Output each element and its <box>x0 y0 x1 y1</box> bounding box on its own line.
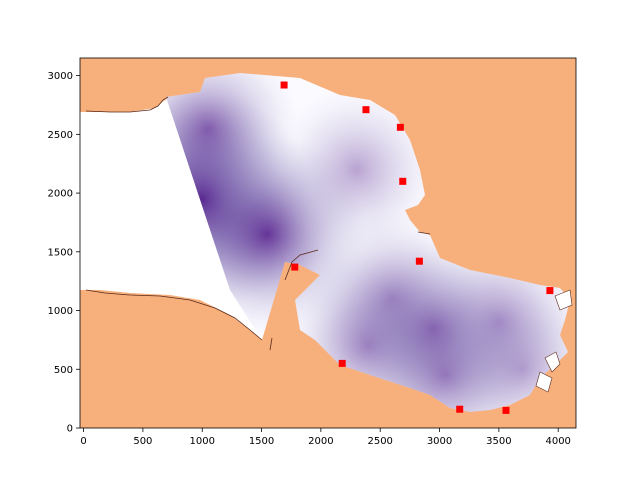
x-tick-label: 2500 <box>367 436 392 447</box>
white-water-region-upper <box>80 98 262 340</box>
plot-area <box>80 58 576 428</box>
y-tick-label: 1000 <box>48 306 73 317</box>
station-marker <box>546 287 554 295</box>
station-marker <box>415 257 423 265</box>
x-tick-label: 500 <box>133 436 152 447</box>
station-marker <box>399 177 407 185</box>
station-marker <box>280 81 288 89</box>
coastline-upper <box>85 96 169 113</box>
station-marker <box>396 123 404 131</box>
station-markers <box>280 81 554 414</box>
x-tick-label: 2000 <box>308 436 333 447</box>
coastline-east <box>417 231 431 235</box>
y-tick-label: 2000 <box>48 189 73 200</box>
x-tick-label: 3000 <box>427 436 452 447</box>
station-marker <box>362 106 370 114</box>
x-axis: 0 500 1000 1500 2000 2500 3000 3500 4000 <box>80 428 571 447</box>
estuary-islands <box>535 289 573 393</box>
station-marker <box>291 263 299 271</box>
coastline-tail <box>269 337 273 351</box>
x-tick-label: 4000 <box>545 436 570 447</box>
y-tick-label: 0 <box>67 424 73 435</box>
x-tick-label: 1000 <box>189 436 214 447</box>
y-axis: 0 500 1000 1500 2000 2500 3000 <box>48 71 80 435</box>
coastline-lower <box>85 289 263 341</box>
x-tick-label: 3500 <box>486 436 511 447</box>
y-tick-label: 2500 <box>48 130 73 141</box>
y-tick-label: 3000 <box>48 71 73 82</box>
x-tick-label: 1500 <box>249 436 274 447</box>
x-tick-label: 0 <box>80 436 86 447</box>
station-marker <box>338 359 346 367</box>
y-tick-label: 500 <box>54 365 73 376</box>
station-marker <box>456 405 464 413</box>
axes-frame <box>79 57 577 429</box>
intensity-peak <box>166 73 301 221</box>
station-marker <box>502 406 510 414</box>
y-tick-label: 1500 <box>48 247 73 258</box>
river-line <box>284 249 319 281</box>
